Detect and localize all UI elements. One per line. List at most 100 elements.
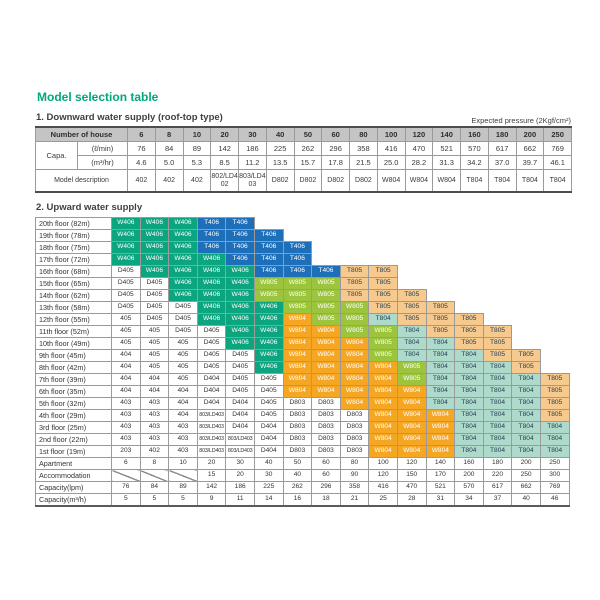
summary-value: 40	[253, 457, 284, 470]
capacity-value: 17.8	[321, 155, 351, 170]
model-cell: W406	[225, 277, 255, 290]
model-value: 402	[182, 169, 212, 193]
model-cell: D405	[253, 385, 284, 398]
model-cell: 404	[111, 349, 141, 362]
summary-value: 617	[482, 481, 513, 494]
model-cell: 405	[139, 361, 170, 374]
summary-label: Capacity(m³/h)	[35, 493, 112, 507]
model-value: T804	[515, 169, 545, 193]
capacity-value: 142	[210, 141, 240, 156]
model-cell: 403	[111, 409, 141, 422]
empty-cell	[311, 217, 341, 230]
capacity-row: Capa. (ℓ/min) 76 84 89 142 186 225 262 296 358 416 4…	[35, 141, 573, 170]
model-cell: T804	[482, 385, 513, 398]
capacity-value: 4.6	[127, 155, 156, 170]
summary-value: 416	[368, 481, 398, 494]
model-cell: W804	[396, 433, 427, 446]
upward-supply-table: 20th floor (82m) W406 W406 W406 T406 T406 19th…	[35, 217, 570, 507]
summary-value: 46	[539, 493, 570, 507]
model-cell: W804	[396, 445, 427, 458]
empty-cell	[397, 265, 427, 278]
model-cell: T406	[282, 241, 313, 254]
model-cell: W406	[253, 349, 284, 362]
empty-cell	[368, 217, 398, 230]
empty-cell	[511, 313, 541, 326]
capacity-value: 15.7	[293, 155, 323, 170]
model-cell: W406	[225, 289, 255, 302]
model-cell: T406	[196, 217, 227, 230]
model-cell: 803/LD403	[196, 433, 227, 446]
model-cell: 403	[168, 421, 198, 434]
summary-value: 84	[139, 481, 170, 494]
model-cell: W805	[339, 301, 370, 314]
model-cell: T804	[511, 397, 541, 410]
model-cell: 405	[168, 349, 198, 362]
model-cell: D803	[282, 445, 313, 458]
capacity-value: 570	[460, 141, 489, 156]
floor-label: 8th floor (42m)	[35, 361, 112, 374]
model-value: W804	[404, 169, 434, 193]
summary-value: 262	[282, 481, 313, 494]
capacity-value: 89	[182, 141, 212, 156]
capa-unit: (m³/hr)	[76, 155, 129, 170]
summary-row: Capacity(lpm) 76 84 89 142 186 225 262 296 358 416…	[35, 481, 570, 494]
model-cell: T804	[396, 349, 427, 362]
model-cell: 405	[111, 325, 141, 338]
floor-label: 3rd floor (25m)	[35, 421, 112, 434]
empty-cell	[397, 241, 427, 254]
model-cell: D405	[139, 313, 170, 326]
floor-label: 20th floor (82m)	[35, 217, 112, 230]
model-cell: D405	[253, 397, 284, 410]
empty-cell	[540, 337, 569, 350]
floor-row: 5th floor (32m) 403 403 404 D404 D404 D405 D803…	[35, 397, 570, 410]
model-value: 802/LD402	[210, 169, 240, 193]
model-cell: 803/LD403	[196, 421, 227, 434]
model-cell: W805	[311, 313, 341, 326]
summary-value: 186	[225, 481, 255, 494]
model-cell: W804	[311, 361, 341, 374]
floor-row: 11th floor (52m) 405 405 D405 D405 W406 W406 W8…	[35, 325, 569, 338]
empty-cell	[454, 241, 484, 254]
summary-value: 142	[196, 481, 227, 494]
model-cell: W406	[111, 241, 141, 254]
model-cell: 403	[111, 397, 141, 410]
model-cell: W804	[311, 385, 341, 398]
model-cell: W804	[368, 361, 398, 374]
model-cell: W805	[282, 289, 313, 302]
model-cell: D803	[282, 397, 313, 410]
summary-value: 470	[396, 481, 427, 494]
empty-cell	[397, 253, 427, 266]
summary-value: 5	[139, 493, 170, 507]
empty-cell	[483, 253, 512, 266]
floor-label: 2nd floor (22m)	[35, 433, 112, 446]
empty-cell	[340, 229, 369, 242]
summary-value: 250	[511, 469, 541, 482]
floor-row: 9th floor (45m) 404 405 405 D405 D405 W406 W804…	[35, 349, 569, 362]
empty-cell	[540, 265, 569, 278]
model-cell: 404	[139, 385, 170, 398]
house-count-value: 100	[376, 126, 406, 142]
summary-value: 358	[339, 481, 370, 494]
empty-cell	[311, 253, 341, 266]
model-cell: T805	[511, 361, 541, 374]
model-cell: W804	[339, 361, 370, 374]
empty-cell	[511, 325, 541, 338]
summary-value: 31	[425, 493, 456, 507]
model-value: T804	[460, 169, 489, 193]
model-cell: D404	[225, 397, 255, 410]
capacity-value: 296	[321, 141, 351, 156]
model-cell: T805	[482, 337, 513, 350]
model-cell: W804	[282, 337, 313, 350]
floor-row: 19th floor (78m) W406 W406 W406 T406 T406 T406	[35, 229, 569, 242]
model-cell: W406	[168, 217, 198, 230]
model-cell: T805	[539, 409, 570, 422]
empty-cell	[540, 229, 569, 242]
model-cell: T804	[396, 325, 427, 338]
summary-value: 30	[225, 457, 255, 470]
empty-cell	[454, 229, 484, 242]
model-description-row: Model description 402 402 402 802/LD402 803/L…	[34, 169, 573, 193]
model-cell: 405	[168, 337, 198, 350]
model-cell: W406	[168, 289, 198, 302]
summary-value: 140	[425, 457, 456, 470]
model-cell: T406	[282, 253, 313, 266]
